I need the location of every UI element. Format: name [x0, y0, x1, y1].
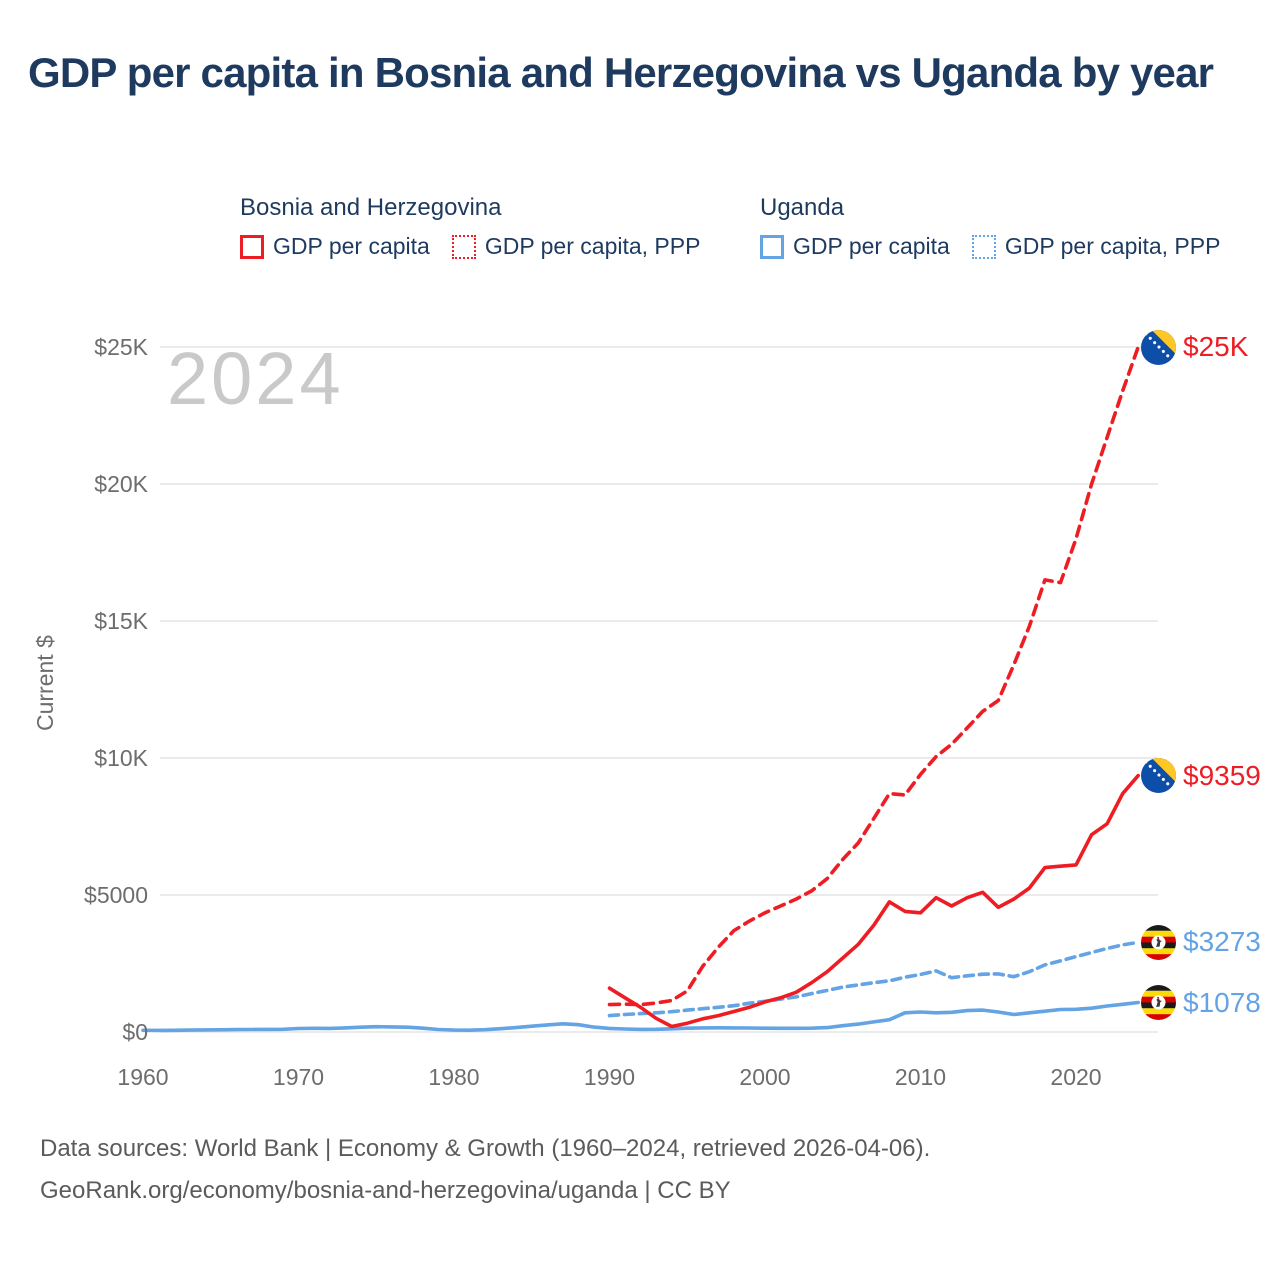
legend-item-label: GDP per capita, PPP	[1004, 233, 1221, 259]
series-line-uganda-nominal[interactable]	[141, 1000, 1140, 1033]
series-line-bosnia-and-herzegovina-nominal[interactable]	[607, 773, 1140, 1029]
end-label-value: $25K	[1183, 331, 1249, 362]
legend-swatch-red-dotted-icon	[451, 234, 476, 259]
flag-icon-bosnia-and-herzegovina	[1141, 758, 1176, 794]
y-tick-label-$15K: $15K	[94, 608, 148, 634]
legend-item-label: GDP per capita	[793, 233, 950, 259]
y-tick-label-$20K: $20K	[94, 471, 148, 497]
footer-data-sources: Data sources: World Bank | Economy & Gro…	[40, 1135, 931, 1162]
legend-swatch-blue-solid-icon	[760, 234, 784, 259]
x-tick-label-1990: 1990	[583, 1064, 636, 1090]
legend-item-label: GDP per capita, PPP	[484, 233, 701, 259]
x-tick-label-1970: 1970	[272, 1064, 325, 1090]
watermark-year: 2024	[167, 337, 344, 420]
end-label-value: $1078	[1183, 986, 1261, 1018]
end-label-$1078: $1078	[1141, 985, 1261, 1021]
end-label-$3273: $3273	[1141, 924, 1261, 960]
end-label-$9359: $9359	[1141, 758, 1261, 794]
end-label-value: $9359	[1183, 759, 1261, 791]
legend-item-label: GDP per capita	[273, 233, 430, 259]
y-tick-label-$10K: $10K	[94, 745, 148, 771]
y-tick-label-$5000: $5000	[84, 882, 148, 908]
x-tick-label-2010: 2010	[894, 1064, 947, 1090]
end-label-$25K: $25K	[1141, 329, 1248, 365]
end-label-value: $3273	[1183, 926, 1261, 958]
flag-icon-uganda	[1141, 985, 1176, 1020]
legend-group-bosnia-and-herzegovina: Bosnia and Herzegovina GDP per capita GD…	[240, 194, 700, 260]
footer-attribution: GeoRank.org/economy/bosnia-and-herzegovi…	[40, 1177, 731, 1204]
legend-item-uganda-gdp-per-capita[interactable]: GDP per capita	[760, 233, 950, 260]
y-tick-label-$0: $0	[122, 1019, 148, 1045]
legend-header-bosnia-and-herzegovina: Bosnia and Herzegovina	[240, 194, 502, 221]
legend-group-uganda: Uganda GDP per capita GDP per capita, PP…	[760, 194, 1220, 260]
y-tick-label-$25K: $25K	[94, 334, 148, 360]
x-tick-label-1980: 1980	[428, 1064, 480, 1090]
flag-icon-bosnia-and-herzegovina	[1141, 329, 1176, 365]
x-tick-label-1960: 1960	[117, 1064, 169, 1090]
legend-header-uganda: Uganda	[760, 194, 845, 221]
x-tick-label-2000: 2000	[739, 1064, 791, 1090]
y-axis-title: Current $	[32, 635, 58, 731]
legend-swatch-red-solid-icon	[240, 234, 264, 259]
footer: Data sources: World Bank | Economy & Gro…	[40, 1128, 930, 1212]
legend-item-uganda-gdp-per-capita-ppp[interactable]: GDP per capita, PPP	[971, 233, 1221, 260]
x-tick-label-2020: 2020	[1050, 1064, 1102, 1090]
page-title: GDP per capita in Bosnia and Herzegovina…	[28, 49, 1214, 96]
series-line-bosnia-and-herzegovina-ppp[interactable]	[607, 345, 1140, 1007]
legend-item-bosnia-gdp-per-capita[interactable]: GDP per capita	[240, 233, 430, 260]
series-line-uganda-ppp[interactable]	[607, 940, 1140, 1018]
legend-item-bosnia-gdp-per-capita-ppp[interactable]: GDP per capita, PPP	[451, 233, 701, 260]
legend-swatch-blue-dotted-icon	[971, 234, 996, 259]
flag-icon-uganda	[1141, 924, 1176, 960]
